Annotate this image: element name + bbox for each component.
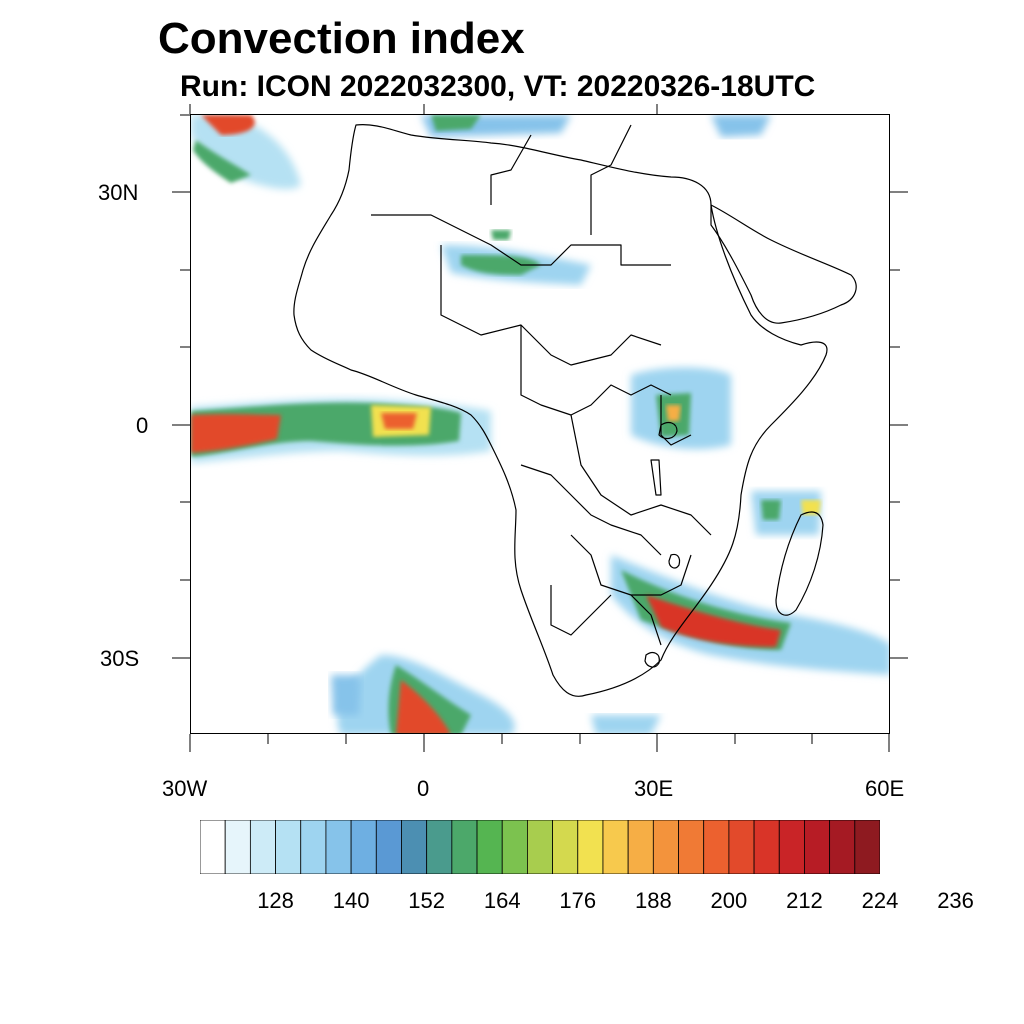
colorbar-swatch [602,820,629,874]
map-title: Convection index [158,14,525,63]
colorbar-swatch [527,820,554,874]
map-canvas [191,115,889,733]
colorbar-swatch [652,820,679,874]
colorbar-label: 200 [710,888,748,913]
colorbar-label: 140 [332,888,370,913]
colorbar-swatch [451,820,478,874]
colorbar-swatch [728,820,755,874]
colorbar-label: 152 [408,888,446,913]
colorbar-label: 176 [559,888,597,913]
colorbar-label: 236 [937,888,974,913]
x-tick-label: 0 [417,776,430,801]
colorbar-swatch [804,820,831,874]
colorbar-swatch [426,820,453,874]
colorbar-swatch [249,820,276,874]
x-tick-label: 30W [162,776,208,801]
colorbar-swatch [401,820,428,874]
colorbar-swatch [552,820,579,874]
colorbar-swatch [501,820,528,874]
colorbar-swatch [325,820,352,874]
y-tick-label: 30N [98,180,139,205]
colorbar-swatch [350,820,377,874]
convection-field [191,115,889,733]
x-tick-label: 30E [634,776,674,801]
colorbar-label: 212 [786,888,823,913]
colorbar-label: 128 [257,888,294,913]
x-tick-label: 60E [865,776,905,801]
colorbar-swatch [476,820,503,874]
coastlines [293,124,857,697]
y-tick-label: 0 [136,413,149,438]
y-tick-label: 30S [100,646,140,671]
colorbar-swatch [753,820,780,874]
colorbar-swatch [778,820,805,874]
colorbar-swatch [703,820,730,874]
colorbar-swatch [375,820,402,874]
colorbar-swatch [300,820,327,874]
colorbar-swatch [275,820,302,874]
colorbar-swatch [224,820,251,874]
colorbar-label: 188 [634,888,672,913]
colorbar-label: 164 [483,888,521,913]
map-panel [190,114,890,734]
colorbar-swatch [200,820,226,874]
colorbar-label: 224 [861,888,899,913]
colorbar-swatch [627,820,654,874]
colorbar [200,820,880,874]
map-subtitle: Run: ICON 2022032300, VT: 20220326-18UTC [180,70,816,103]
colorbar-swatch [577,820,604,874]
colorbar-swatch [678,820,705,874]
colorbar-swatch [854,820,880,874]
colorbar-swatch [829,820,856,874]
